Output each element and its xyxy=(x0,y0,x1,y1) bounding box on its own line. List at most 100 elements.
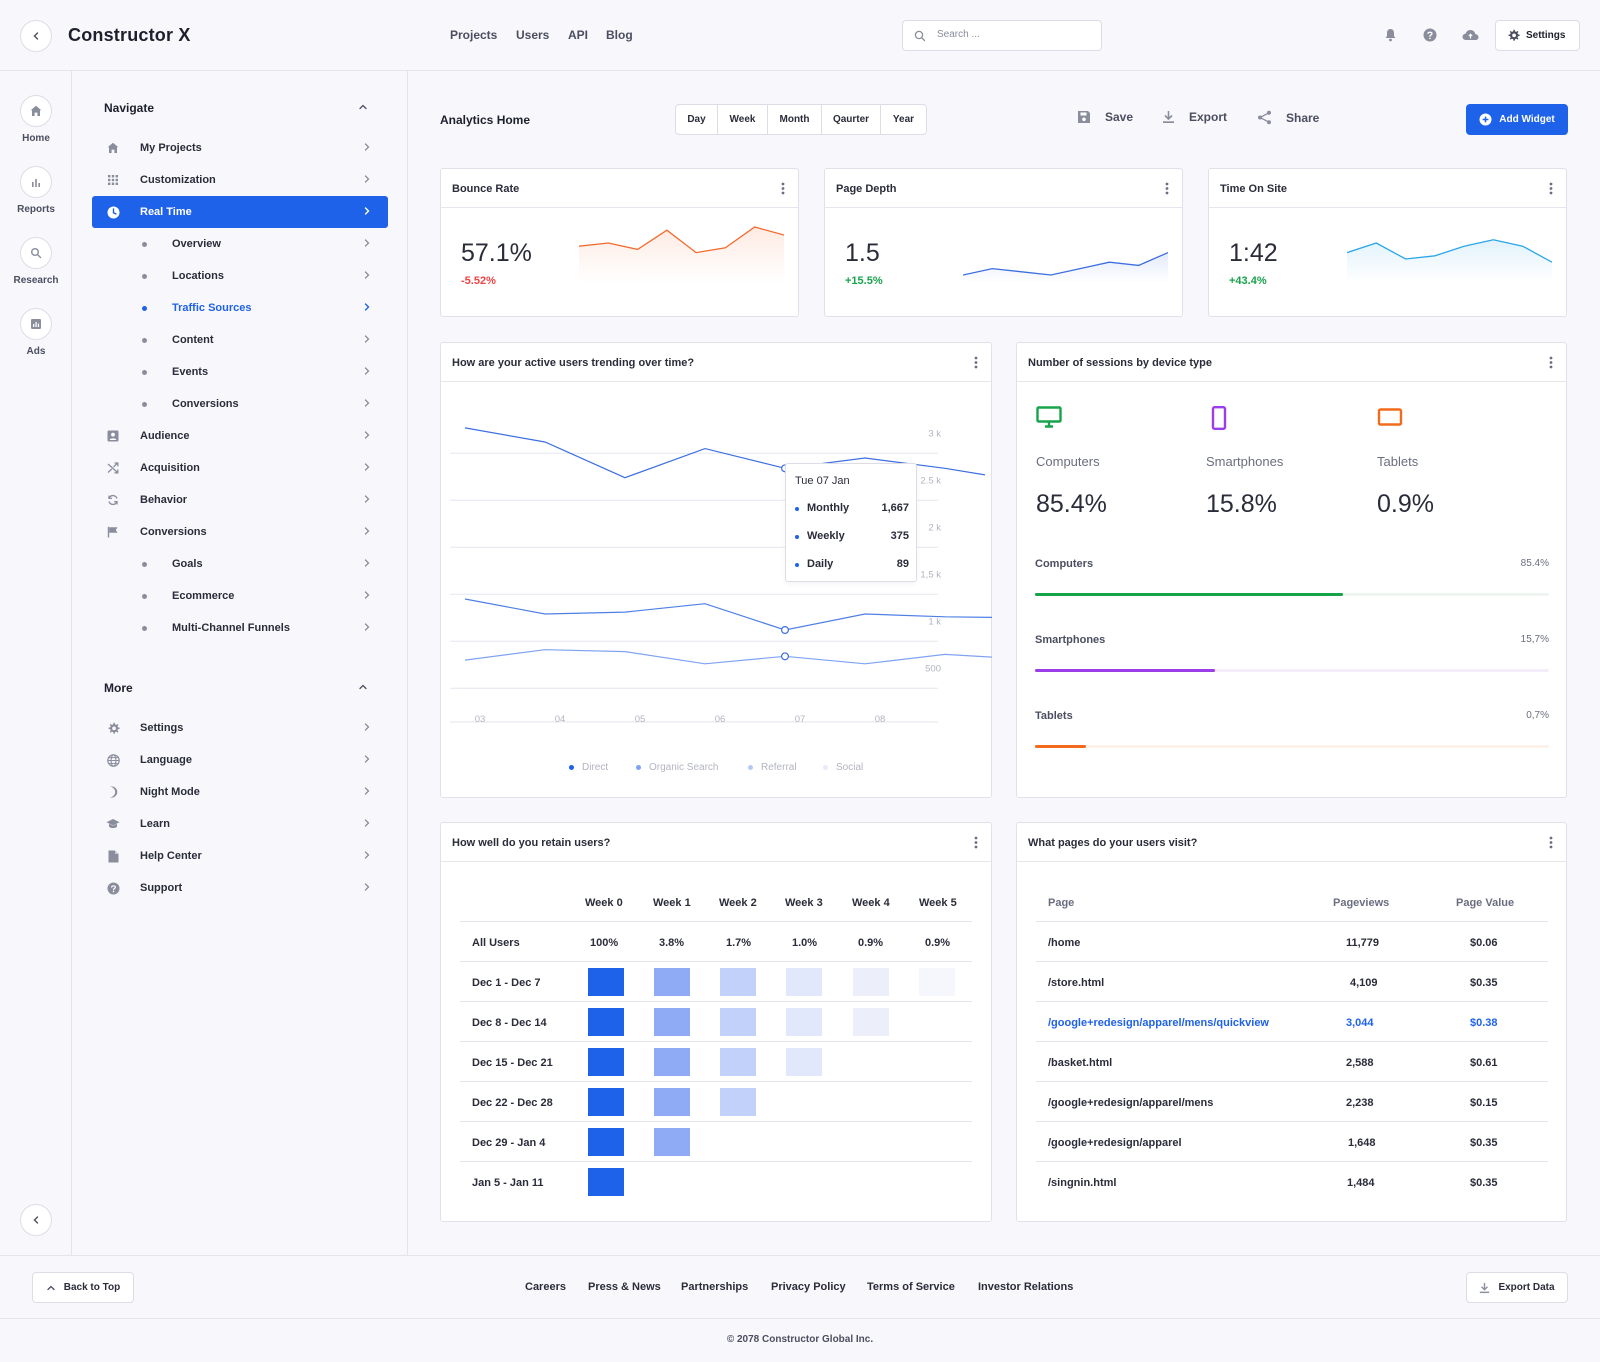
chevron-right-icon xyxy=(364,723,370,731)
device-smartphones: Smartphones 15.8% xyxy=(1206,406,1356,518)
nav-learn[interactable]: Learn xyxy=(92,808,388,840)
page-path[interactable]: /google+redesign/apparel/mens/quickview xyxy=(1048,1017,1269,1029)
chevron-right-icon xyxy=(364,559,370,567)
period-month[interactable]: Month xyxy=(768,105,822,134)
back-to-top-button[interactable]: Back to Top xyxy=(32,1272,134,1303)
nav-real-time[interactable]: Real Time xyxy=(92,196,388,228)
nav-my-projects[interactable]: My Projects xyxy=(92,132,388,164)
nav-item-label: Goals xyxy=(172,558,203,570)
nav-language[interactable]: Language xyxy=(92,744,388,776)
bullet-icon xyxy=(142,242,147,247)
nav-acquisition[interactable]: Acquisition xyxy=(92,452,388,484)
legend-item-organic-search[interactable]: Organic Search xyxy=(636,762,718,773)
page-path[interactable]: /singnin.html xyxy=(1048,1177,1117,1189)
rail-research[interactable]: Research xyxy=(0,237,72,286)
bar-label: Tablets xyxy=(1035,710,1073,722)
legend-item-social[interactable]: Social xyxy=(823,762,863,773)
chevron-right-icon xyxy=(364,755,370,763)
rail-collapse-button[interactable] xyxy=(20,1204,52,1236)
nav-customization[interactable]: Customization xyxy=(92,164,388,196)
period-quarter[interactable]: Qaurter xyxy=(822,105,881,134)
bullet-icon xyxy=(142,370,147,375)
period-week[interactable]: Week xyxy=(718,105,768,134)
kebab-menu-icon[interactable] xyxy=(974,836,978,849)
page-path[interactable]: /google+redesign/apparel xyxy=(1048,1137,1182,1149)
settings-button[interactable]: Settings xyxy=(1495,20,1580,51)
kebab-menu-icon[interactable] xyxy=(1549,836,1553,849)
chevron-up-icon[interactable] xyxy=(358,682,368,692)
nav-api[interactable]: API xyxy=(568,28,589,42)
nav-settings[interactable]: Settings xyxy=(92,712,388,744)
progress-fill xyxy=(1035,593,1344,596)
nav-night-mode[interactable]: Night Mode xyxy=(92,776,388,808)
nav-help-center[interactable]: Help Center xyxy=(92,840,388,872)
nav-ecommerce[interactable]: Ecommerce xyxy=(92,580,388,612)
heatmap-cell xyxy=(588,1008,624,1036)
kebab-menu-icon[interactable] xyxy=(1549,182,1553,195)
card-title: Page Depth xyxy=(836,183,897,195)
nav-blog[interactable]: Blog xyxy=(606,28,633,42)
nav-overview[interactable]: Overview xyxy=(92,228,388,260)
nav-conversions[interactable]: Conversions xyxy=(92,516,388,548)
kebab-menu-icon[interactable] xyxy=(781,182,785,195)
page-path[interactable]: /store.html xyxy=(1048,977,1105,989)
tooltip-series-value: 375 xyxy=(890,530,909,542)
footer-link-press-news[interactable]: Press & News xyxy=(588,1281,661,1293)
kebab-menu-icon[interactable] xyxy=(974,356,978,369)
chevron-left-icon xyxy=(33,32,39,40)
export-data-button[interactable]: Export Data xyxy=(1466,1272,1568,1303)
chevron-up-icon[interactable] xyxy=(358,102,368,112)
card-title: How well do you retain users? xyxy=(452,837,611,849)
chevron-right-icon xyxy=(364,527,370,535)
legend-item-direct[interactable]: Direct xyxy=(569,762,608,773)
period-year[interactable]: Year xyxy=(892,114,915,125)
heatmap-cell xyxy=(654,1088,690,1116)
highlight-point xyxy=(781,652,790,661)
nav-events[interactable]: Events xyxy=(92,356,388,388)
cloud-icon[interactable] xyxy=(1461,26,1479,44)
nav-locations[interactable]: Locations xyxy=(92,260,388,292)
kebab-menu-icon[interactable] xyxy=(1165,182,1169,195)
nav-behavior[interactable]: Behavior xyxy=(92,484,388,516)
export-button[interactable]: Export xyxy=(1162,110,1227,124)
nav-support[interactable]: Support xyxy=(92,872,388,904)
period-day[interactable]: Day xyxy=(676,105,718,134)
save-button[interactable]: Save xyxy=(1077,110,1133,124)
footer-link-partnerships[interactable]: Partnerships xyxy=(681,1281,749,1293)
nav-goals[interactable]: Goals xyxy=(92,548,388,580)
share-button[interactable]: Share xyxy=(1257,110,1319,125)
add-widget-button[interactable]: Add Widget xyxy=(1466,104,1568,135)
page-path[interactable]: /google+redesign/apparel/mens xyxy=(1048,1097,1214,1109)
kebab-menu-icon[interactable] xyxy=(1549,356,1553,369)
nav-audience[interactable]: Audience xyxy=(92,420,388,452)
search-input[interactable] xyxy=(937,29,1087,40)
progress-fill xyxy=(1035,669,1215,672)
nav-traffic-sources[interactable]: Traffic Sources xyxy=(92,292,388,324)
nav-content[interactable]: Content xyxy=(92,324,388,356)
rail-reports[interactable]: Reports xyxy=(0,166,72,215)
heatmap-cell xyxy=(786,1008,822,1036)
nav-item-label: Conversions xyxy=(140,526,207,538)
device-name: Smartphones xyxy=(1206,454,1284,469)
rail-ads[interactable]: Ads xyxy=(0,308,72,357)
page-path[interactable]: /basket.html xyxy=(1048,1057,1113,1069)
page-path[interactable]: /home xyxy=(1048,937,1081,949)
nav-projects[interactable]: Projects xyxy=(450,28,498,42)
nav-conversions-realtime[interactable]: Conversions xyxy=(92,388,388,420)
rail-home[interactable]: Home xyxy=(0,95,72,144)
grid-icon xyxy=(108,175,118,185)
nav-multi-channel-funnels[interactable]: Multi-Channel Funnels xyxy=(92,612,388,644)
page-value: $0.61 xyxy=(1470,1057,1498,1069)
help-icon[interactable] xyxy=(1421,26,1439,44)
legend-item-referral[interactable]: Referral xyxy=(748,762,797,773)
footer-link-privacy-policy[interactable]: Privacy Policy xyxy=(771,1281,846,1293)
chart-box-icon xyxy=(31,319,41,329)
collapse-button[interactable] xyxy=(20,20,52,52)
bar-value: 15,7% xyxy=(1520,634,1549,645)
footer-link-terms-of-service[interactable]: Terms of Service xyxy=(867,1281,955,1293)
bell-icon[interactable] xyxy=(1381,26,1399,44)
footer-link-investor-relations[interactable]: Investor Relations xyxy=(978,1281,1074,1293)
footer-link-careers[interactable]: Careers xyxy=(525,1281,566,1293)
legend-label: Referral xyxy=(761,762,797,773)
nav-users[interactable]: Users xyxy=(516,28,550,42)
